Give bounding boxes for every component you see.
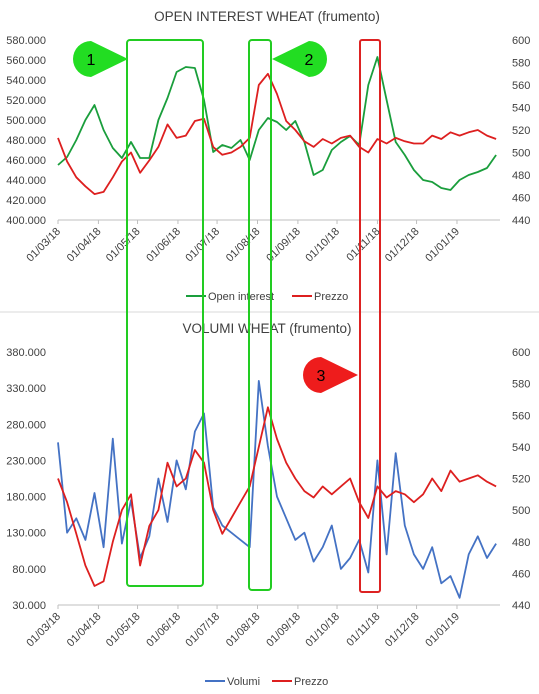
badge-3: 3 [303, 357, 358, 393]
badge-1-label: 1 [87, 52, 96, 69]
top-y-right-tick-label: 560 [512, 80, 530, 92]
top-x-tick-label: 01/10/18 [303, 226, 342, 265]
bottom-y-left-tick-label: 80.000 [12, 564, 46, 576]
badge-3-shape [303, 357, 358, 393]
top-y-right-tick-label: 480 [512, 170, 530, 182]
bottom-x-tick-label: 01/01/19 [423, 611, 462, 650]
top-x-tick-label: 01/04/18 [65, 226, 104, 265]
highlight-box-3 [359, 39, 381, 593]
bottom-series-line-prezzo [57, 406, 497, 587]
bottom-legend-label-volumi: Volumi [227, 676, 260, 688]
highlight-box-1 [126, 39, 204, 587]
top-y-right-tick-label: 460 [512, 193, 530, 205]
top-legend: Open interest Prezzo [186, 291, 348, 303]
top-y-left-tick-label: 500.000 [6, 115, 46, 127]
bottom-y-right-tick-label: 480 [512, 537, 530, 549]
bottom-y-left-tick-label: 30.000 [12, 600, 46, 612]
top-y-left-tick-label: 540.000 [6, 75, 46, 87]
top-y-left-tick-label: 560.000 [6, 55, 46, 67]
bottom-legend-label-prezzo: Prezzo [294, 676, 328, 688]
top-y-right-tick-label: 600 [512, 35, 530, 47]
bottom-y-right-tick-label: 460 [512, 568, 530, 580]
bottom-y-left-tick-label: 130.000 [6, 528, 46, 540]
badge-3-label: 3 [317, 368, 326, 385]
top-y-right-tick-label: 520 [512, 125, 530, 137]
bottom-chart-axes: 30.000 80.000 130.000 180.000 230.000 280.000… [6, 347, 530, 649]
bottom-y-left-tick-label: 180.000 [6, 492, 46, 504]
bottom-x-tick-label: 01/06/18 [144, 611, 183, 650]
badge-2-label: 2 [305, 52, 314, 69]
bottom-y-right-tick-label: 520 [512, 474, 530, 486]
bottom-y-right-tick-label: 560 [512, 410, 530, 422]
badge-2-shape [272, 40, 328, 78]
badge-1-shape [72, 40, 128, 77]
bottom-y-left-tick-label: 230.000 [6, 455, 46, 467]
top-y-right-tick-label: 540 [512, 103, 530, 115]
top-x-tick-label: 01/12/18 [383, 226, 422, 265]
bottom-y-right-tick-label: 540 [512, 442, 530, 454]
top-y-left-tick-label: 480.000 [6, 135, 46, 147]
highlight-box-2 [248, 39, 272, 591]
top-y-right-tick-label: 500 [512, 148, 530, 160]
bottom-x-tick-label: 01/08/18 [224, 611, 263, 650]
bottom-y-left-tick-label: 280.000 [6, 419, 46, 431]
bottom-y-right-tick-label: 580 [512, 379, 530, 391]
top-y-right-tick-label: 580 [512, 58, 530, 70]
bottom-y-left-tick-label: 330.000 [6, 383, 46, 395]
bottom-chart-title: VOLUMI WHEAT (frumento) [182, 321, 351, 336]
top-y-left-tick-label: 520.000 [6, 95, 46, 107]
bottom-y-left-tick-label: 380.000 [6, 347, 46, 359]
bottom-x-tick-label: 01/12/18 [383, 611, 422, 650]
bottom-chart-series [57, 379, 497, 599]
top-y-left-tick-label: 440.000 [6, 175, 46, 187]
top-legend-label-open-interest: Open interest [208, 291, 274, 303]
top-x-tick-label: 01/06/18 [144, 226, 183, 265]
badge-2: 2 [272, 40, 328, 78]
top-chart-title: OPEN INTEREST WHEAT (frumento) [154, 9, 380, 24]
bottom-x-tick-label: 01/09/18 [264, 611, 303, 650]
top-y-right-tick-label: 440 [512, 215, 530, 227]
bottom-y-right-tick-label: 600 [512, 347, 530, 359]
bottom-series-line-volumi [57, 379, 497, 599]
top-y-left-tick-label: 420.000 [6, 195, 46, 207]
bottom-legend: Volumi Prezzo [205, 676, 328, 688]
bottom-x-tick-label: 01/07/18 [183, 611, 222, 650]
top-x-tick-label: 01/08/18 [224, 226, 263, 265]
bottom-x-tick-label: 01/03/18 [24, 611, 63, 650]
top-y-left-tick-label: 580.000 [6, 35, 46, 47]
top-legend-label-prezzo: Prezzo [314, 291, 348, 303]
bottom-x-tick-label: 01/11/18 [344, 611, 382, 649]
top-x-tick-label: 01/05/18 [104, 226, 143, 265]
top-y-left-tick-label: 400.000 [6, 215, 46, 227]
top-x-tick-label: 01/03/18 [24, 226, 63, 265]
top-series-line-open-interest [57, 56, 497, 191]
bottom-x-tick-label: 01/05/18 [104, 611, 143, 650]
badge-1: 1 [72, 40, 128, 77]
top-x-tick-label: 01/01/19 [423, 226, 462, 265]
bottom-x-tick-label: 01/04/18 [65, 611, 104, 650]
top-series-line-prezzo [57, 72, 497, 196]
top-y-left-tick-label: 460.000 [6, 155, 46, 167]
bottom-y-right-tick-label: 440 [512, 600, 530, 612]
top-x-tick-label: 01/11/18 [344, 226, 382, 264]
bottom-y-right-tick-label: 500 [512, 505, 530, 517]
bottom-x-tick-label: 01/10/18 [303, 611, 342, 650]
highlight-boxes [126, 39, 381, 593]
top-chart-series [57, 56, 497, 196]
